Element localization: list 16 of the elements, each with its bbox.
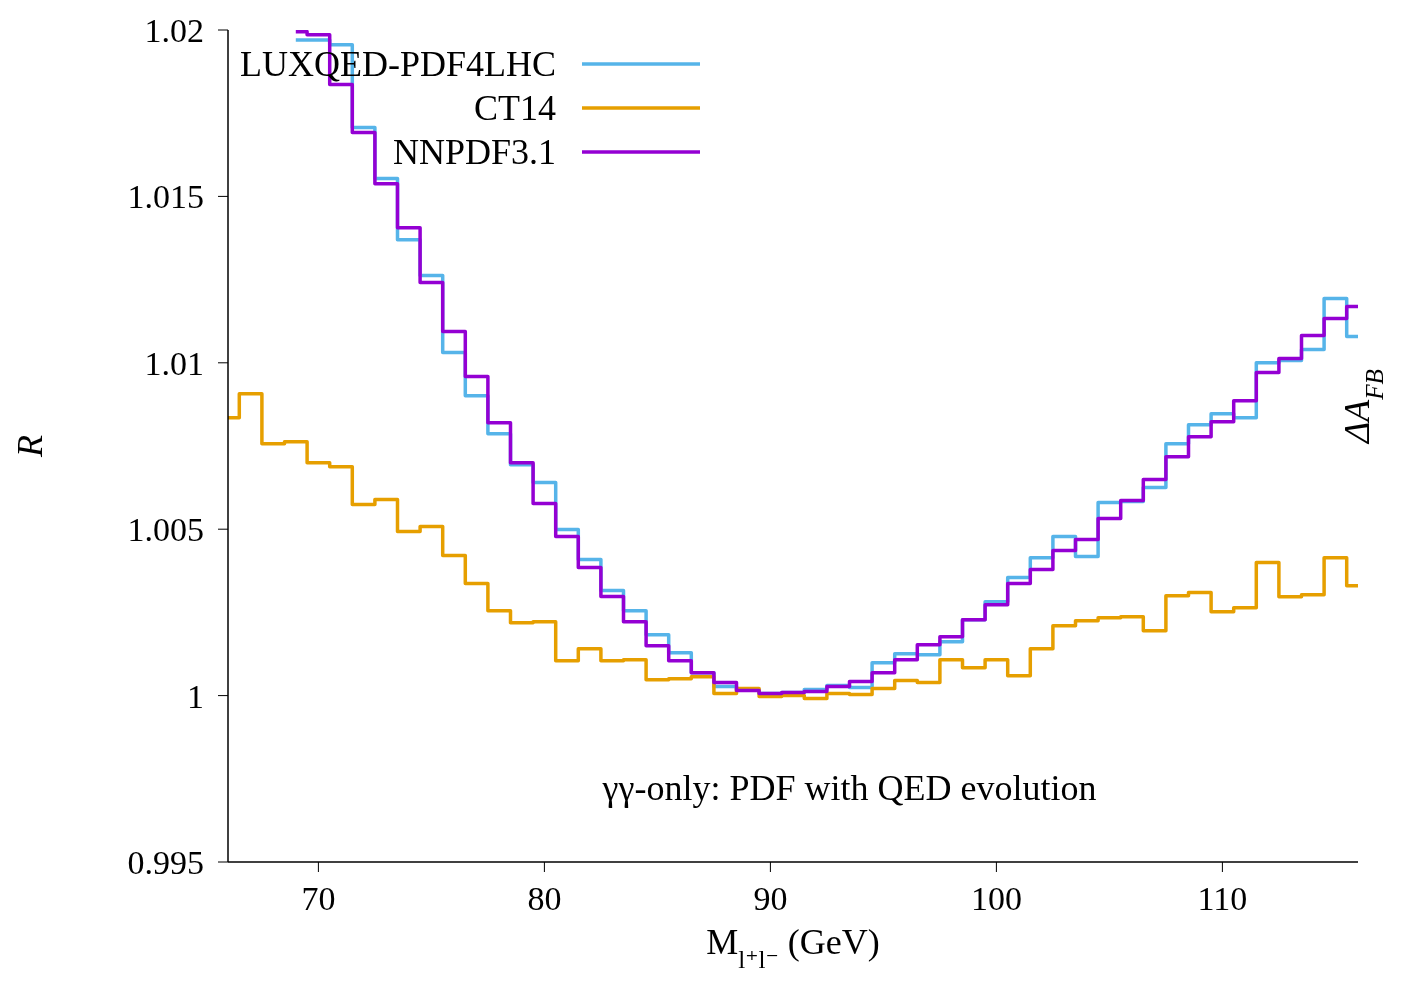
y-tick-label: 1 — [187, 677, 204, 715]
x-axis-title: M$_{l⁺l⁻}$ (GeV) — [706, 922, 880, 973]
legend-label: CT14 — [474, 87, 557, 130]
y-tick-label: 1.015 — [127, 178, 204, 216]
y-tick-label: 1.01 — [144, 344, 204, 382]
y-axis-title: R — [10, 435, 50, 458]
x-tick-label: 90 — [753, 880, 788, 918]
x-tick-label: 110 — [1197, 880, 1248, 918]
legend-label: NNPDF3.1 — [392, 131, 557, 174]
y-tick-label: 0.995 — [127, 844, 204, 882]
x-tick-label: 80 — [527, 880, 562, 918]
y-tick-label: 1.02 — [144, 12, 204, 50]
x-tick-label: 100 — [970, 880, 1022, 918]
x-tick-label: 70 — [301, 880, 336, 918]
annotation: γγ-only: PDF with QED evolution — [601, 767, 1097, 808]
y-tick-label: 1.005 — [127, 511, 204, 549]
